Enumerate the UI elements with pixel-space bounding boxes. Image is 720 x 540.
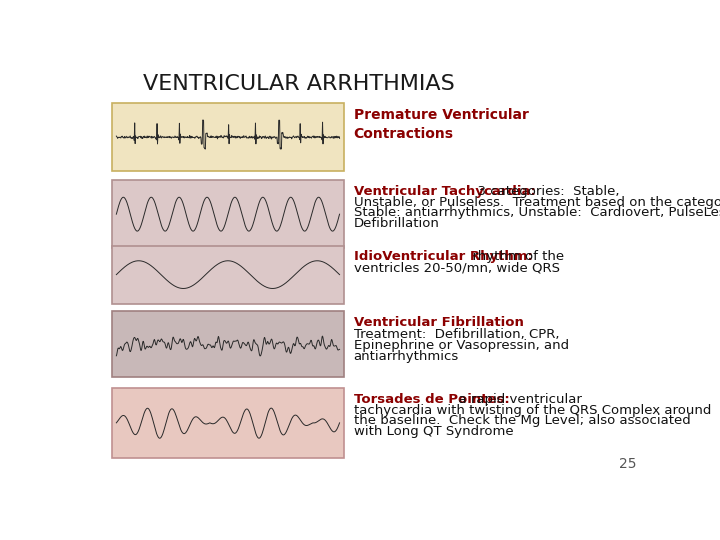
Text: 25: 25 [619,457,636,471]
Text: Unstable, or Pulseless.  Treatment based on the category.: Unstable, or Pulseless. Treatment based … [354,195,720,208]
Text: Treatment:  Defibrillation, CPR,: Treatment: Defibrillation, CPR, [354,328,559,341]
FancyBboxPatch shape [112,180,344,248]
Text: IdioVentricular Rhythm:: IdioVentricular Rhythm: [354,251,532,264]
Text: Torsades de Pointes:: Torsades de Pointes: [354,393,509,406]
Text: Defibrillation: Defibrillation [354,217,439,230]
Text: rhythm of the: rhythm of the [464,251,564,264]
Text: 3 categories:  Stable,: 3 categories: Stable, [469,185,619,198]
Text: VENTRICULAR ARRHTHMIAS: VENTRICULAR ARRHTHMIAS [143,74,454,94]
Text: antiarrhythmics: antiarrhythmics [354,350,459,363]
Text: ventricles 20-50/mn, wide QRS: ventricles 20-50/mn, wide QRS [354,261,559,274]
Text: Stable: antiarrhythmics, Unstable:  Cardiovert, PulseLess:: Stable: antiarrhythmics, Unstable: Cardi… [354,206,720,219]
Text: Ventricular Fibrillation: Ventricular Fibrillation [354,316,523,329]
Text: the baseline.  Check the Mg Level; also associated: the baseline. Check the Mg Level; also a… [354,414,690,427]
Text: tachycardia with twisting of the QRS Complex around: tachycardia with twisting of the QRS Com… [354,403,711,416]
Text: Epinephrine or Vasopressin, and: Epinephrine or Vasopressin, and [354,339,569,352]
FancyBboxPatch shape [112,311,344,377]
Text: Ventricular Tachycardia:: Ventricular Tachycardia: [354,185,536,198]
FancyBboxPatch shape [112,388,344,457]
FancyBboxPatch shape [112,246,344,303]
FancyBboxPatch shape [112,103,344,171]
Text: a rapid ventricular: a rapid ventricular [449,393,582,406]
Text: Premature Ventricular
Contractions: Premature Ventricular Contractions [354,108,528,141]
Text: with Long QT Syndrome: with Long QT Syndrome [354,425,513,438]
